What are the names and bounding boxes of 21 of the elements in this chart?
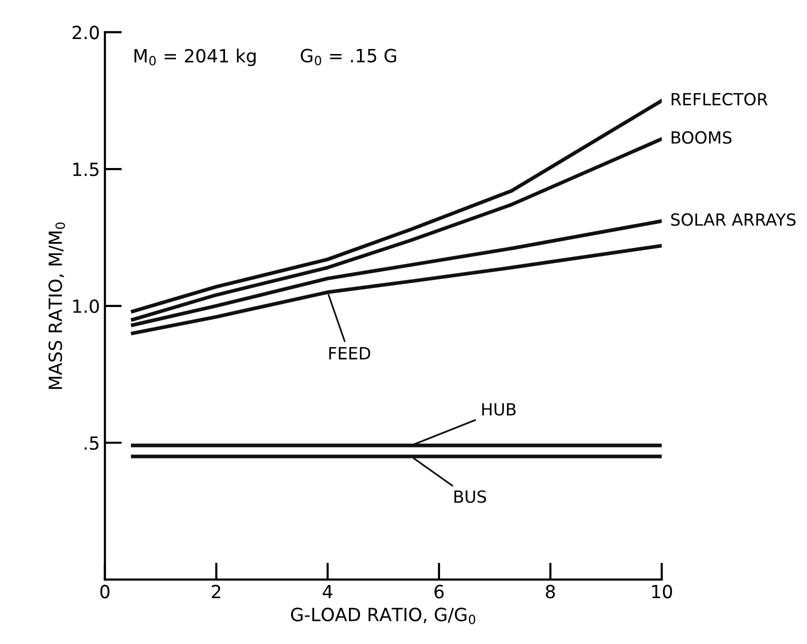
series-label: HUB: [482, 403, 516, 416]
y-tick-label: .5: [84, 436, 98, 450]
text: BUS: [454, 490, 486, 503]
x-tick-label: 4: [322, 585, 332, 598]
y-tick-label: 2.0: [72, 26, 99, 40]
y-tick-label: 1.5: [73, 162, 98, 176]
annotation: G$_{0}$ = .15 G: [300, 48, 396, 66]
y-tick-label: 1.0: [73, 299, 99, 314]
x-tick-label: 6: [434, 584, 444, 598]
annotation: M$_{0}$ = 2041 kg: [134, 48, 256, 66]
x-tick-label: 2: [212, 584, 220, 598]
x-tick-label: 0: [100, 584, 110, 598]
x-tick-label: 10: [652, 584, 672, 598]
series-label: BOOMS: [672, 131, 732, 144]
text: FEED: [329, 347, 370, 360]
series-label: REFLECTOR: [672, 92, 768, 106]
series-label: SOLAR ARRAYS: [671, 213, 796, 226]
line-series: [130, 98, 662, 314]
y-axis-title: MASS RATIO, M/M$_{0}$: [48, 222, 66, 389]
x-axis-title: G-LOAD RATIO, G/G$_{0}$: [291, 608, 476, 624]
x-tick-label: 8: [546, 584, 555, 598]
